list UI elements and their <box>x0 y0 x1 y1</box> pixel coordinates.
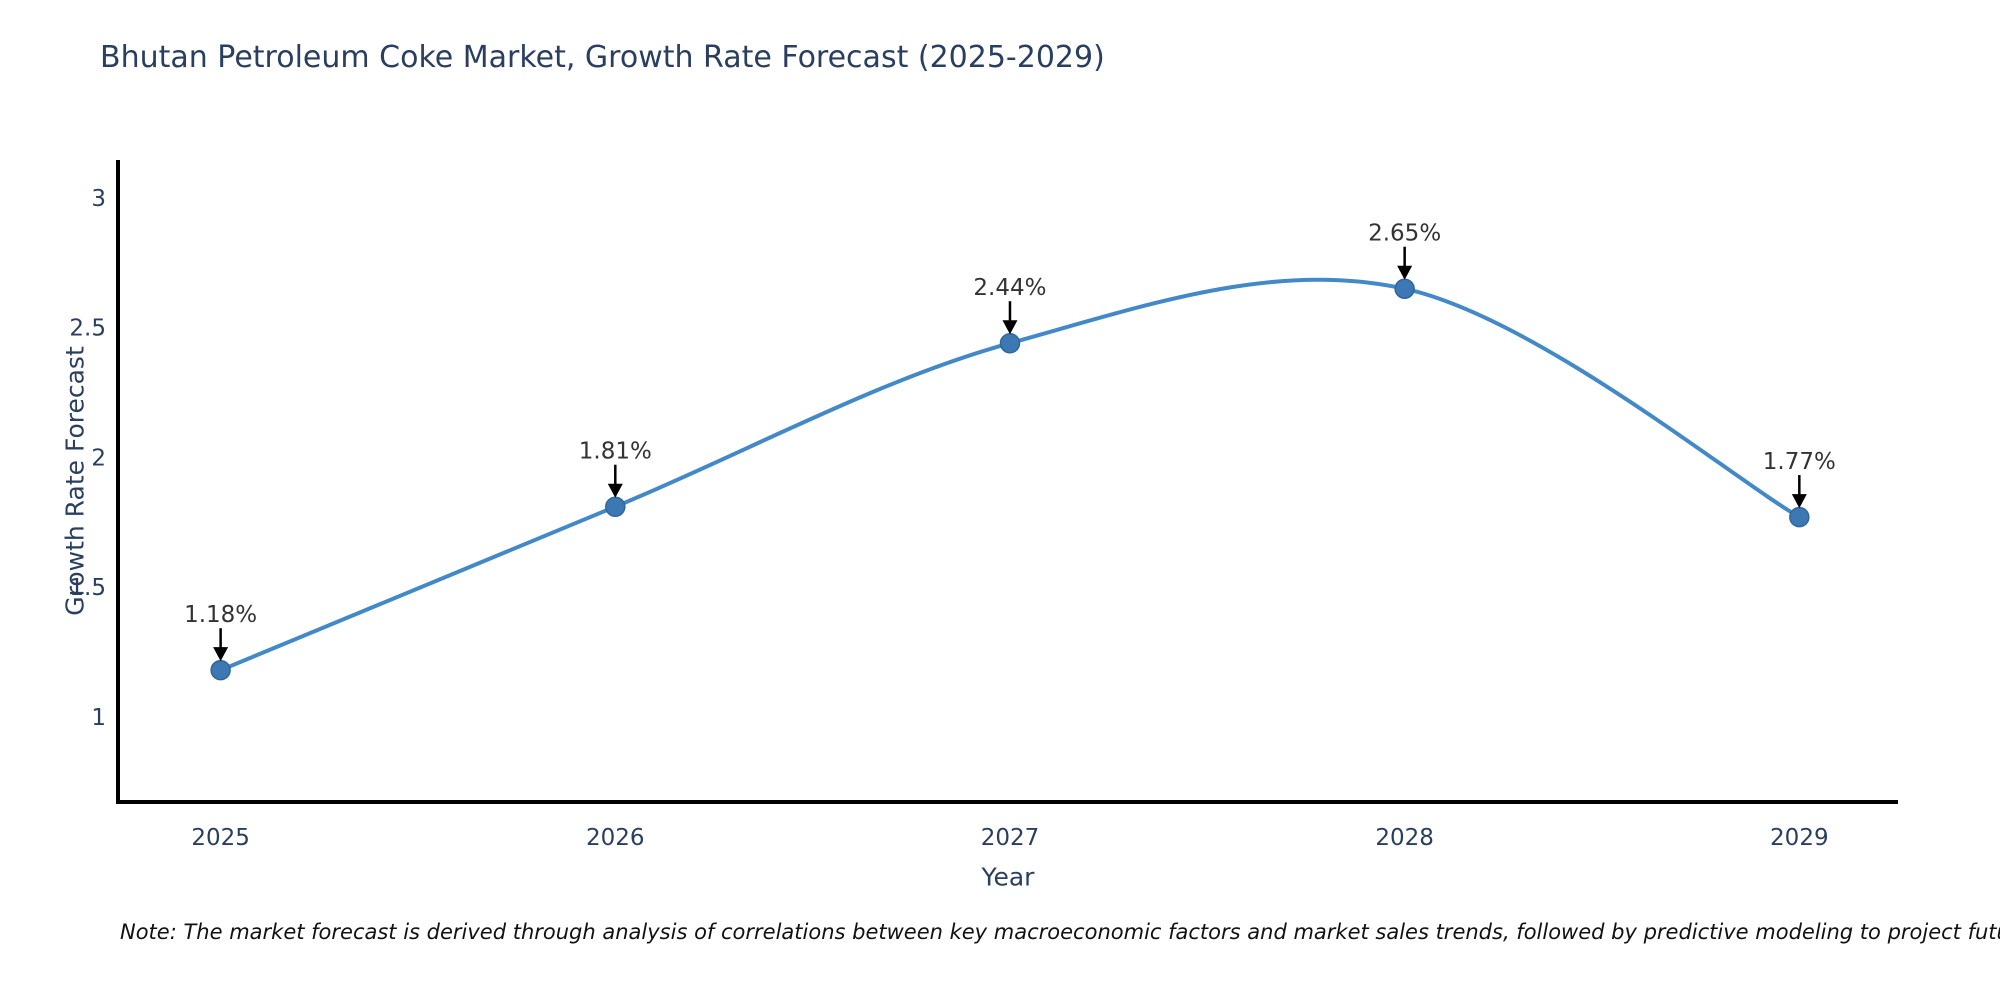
annotation-label: 2.44% <box>973 275 1046 301</box>
x-tick-label: 2028 <box>1375 825 1434 851</box>
annotation-arrow-head <box>1397 265 1413 280</box>
data-point-marker <box>210 659 231 681</box>
x-tick-label: 2025 <box>191 825 250 851</box>
y-tick-label: 2 <box>91 445 106 471</box>
y-tick-label: 1 <box>91 705 106 731</box>
annotation-label: 1.81% <box>579 439 652 465</box>
data-point-marker <box>605 496 626 517</box>
data-point-marker <box>1789 506 1810 528</box>
chart-title: Bhutan Petroleum Coke Market, Growth Rat… <box>100 40 1105 75</box>
x-axis-title: Year <box>981 862 1035 892</box>
y-axis-title: Growth Rate Forecast <box>60 346 90 616</box>
data-point-marker <box>999 332 1021 354</box>
annotation-label: 2.65% <box>1368 221 1441 247</box>
annotation-label: 1.18% <box>184 602 257 628</box>
y-tick-label: 1.5 <box>69 575 106 601</box>
annotation-arrow-head <box>213 647 229 662</box>
annotation-arrow-head <box>1791 494 1807 509</box>
annotation-arrow-head <box>1002 320 1018 335</box>
x-tick-label: 2027 <box>981 825 1040 851</box>
axis-lines <box>116 160 1898 804</box>
x-tick-label: 2029 <box>1770 825 1829 851</box>
annotation-label: 1.77% <box>1763 449 1836 475</box>
annotation-arrow-head <box>607 483 623 498</box>
y-tick-label: 2.5 <box>69 316 106 342</box>
data-point-marker <box>1394 278 1415 299</box>
x-tick-label: 2026 <box>586 825 645 851</box>
y-tick-label: 3 <box>91 186 106 212</box>
footnote: Note: The market forecast is derived thr… <box>120 920 2000 944</box>
